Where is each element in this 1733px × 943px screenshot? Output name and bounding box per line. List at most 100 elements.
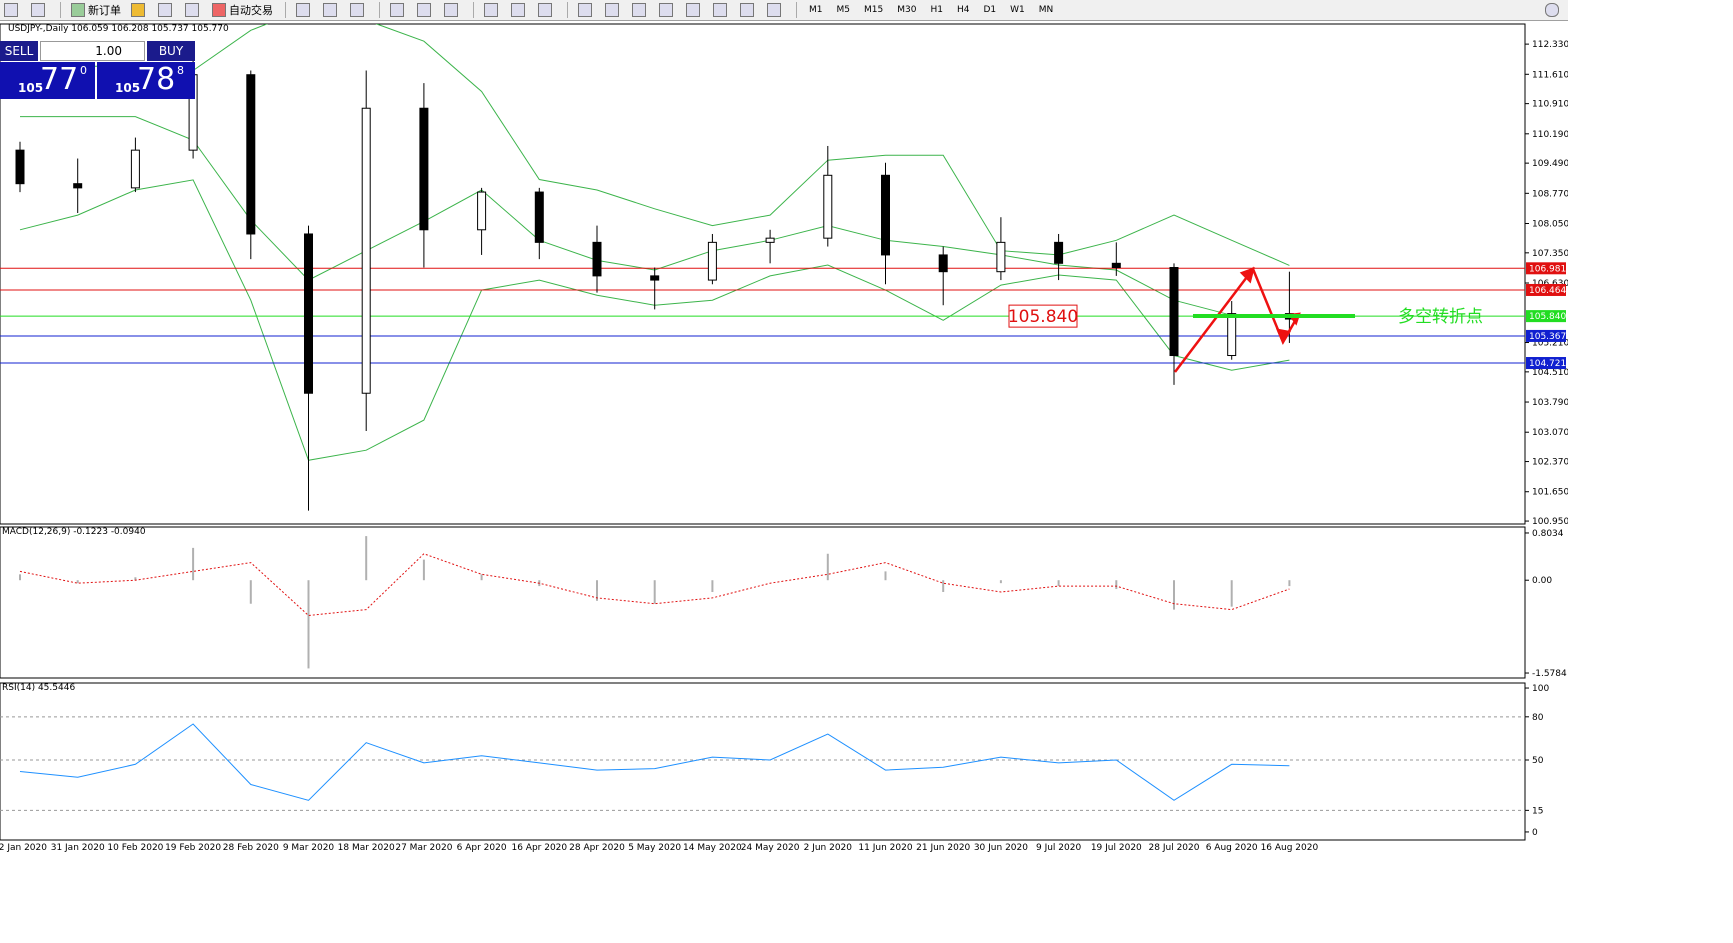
y-tick-label: 103.790: [1532, 398, 1568, 408]
lots-input[interactable]: 1.00: [40, 41, 145, 61]
y-tick-label: 111.610: [1532, 70, 1568, 80]
x-tick-label: 9 Mar 2020: [283, 843, 335, 853]
auto-trading-button[interactable]: 自动交易: [208, 1, 277, 19]
x-tick-label: 24 May 2020: [741, 843, 800, 853]
button[interactable]: [480, 1, 505, 19]
price-pips: 78: [137, 62, 176, 97]
candle-body: [477, 191, 487, 231]
search-button[interactable]: [1541, 1, 1566, 19]
x-tick-label: 31 Jan 2020: [51, 843, 105, 853]
macd-bar: [884, 571, 887, 581]
button[interactable]: [736, 1, 761, 19]
x-tick-label: 11 Jun 2020: [858, 843, 912, 853]
level-callout-label: 105.840: [1008, 307, 1078, 327]
chart-title: USDJPY-,Daily 106.059 106.208 105.737 10…: [8, 24, 229, 34]
macd-bar: [826, 553, 829, 581]
macd-bar: [1057, 580, 1060, 587]
candle-body: [1169, 267, 1179, 357]
button[interactable]: [763, 1, 788, 19]
x-tick-label: 5 May 2020: [628, 843, 681, 853]
button[interactable]: [507, 1, 532, 19]
button[interactable]: [709, 1, 734, 19]
price-big: 105: [115, 81, 141, 95]
candle-body: [304, 233, 313, 394]
button[interactable]: [0, 1, 25, 19]
timeframe-button[interactable]: M30: [897, 5, 917, 15]
y-tick-label: 102.370: [1532, 458, 1568, 468]
button[interactable]: [601, 1, 626, 19]
button[interactable]: [574, 1, 599, 19]
level-tag: [1526, 283, 1566, 296]
button[interactable]: [413, 1, 438, 19]
buy-price[interactable]: 105 78 8: [97, 62, 195, 99]
candle-body: [881, 174, 890, 256]
button[interactable]: [319, 1, 344, 19]
button[interactable]: [386, 1, 411, 19]
y-tick-label: 0.00: [1532, 576, 1552, 586]
sell-price[interactable]: 105 77 0: [0, 62, 95, 99]
macd-bar: [249, 580, 252, 604]
annotation: 多空转折点: [1398, 307, 1483, 327]
y-tick-label: 108.770: [1532, 189, 1568, 199]
button[interactable]: [682, 1, 707, 19]
x-tick-label: 6 Aug 2020: [1206, 843, 1258, 853]
level-tag: [1526, 357, 1566, 370]
macd-bar: [192, 547, 195, 581]
new-order-button[interactable]: 新订单: [67, 1, 125, 19]
x-tick-label: 2 Jun 2020: [804, 843, 853, 853]
candle-body: [938, 254, 948, 273]
button[interactable]: [292, 1, 317, 19]
button[interactable]: [346, 1, 371, 19]
x-tick-label: 28 Jul 2020: [1149, 843, 1200, 853]
timeframe-button[interactable]: MN: [1038, 5, 1054, 15]
price-frac: 0: [80, 64, 87, 77]
timeframe-button[interactable]: D1: [983, 5, 997, 15]
macd-bar: [1230, 580, 1233, 607]
signal-line: [19, 553, 1290, 617]
macd-bar: [1115, 580, 1118, 590]
button[interactable]: [127, 1, 152, 19]
macd-bar: [1288, 580, 1291, 587]
timeframe-button[interactable]: M5: [836, 5, 851, 15]
macd-bar: [307, 580, 310, 669]
candle-body: [419, 107, 429, 231]
candle-body: [996, 241, 1006, 273]
y-tick-label: 110.190: [1532, 130, 1568, 140]
macd-bar: [596, 580, 598, 601]
timeframe-button[interactable]: M1: [809, 5, 823, 15]
timeframe-button[interactable]: M15: [864, 5, 884, 15]
rsi-line: [19, 723, 1290, 801]
y-tick-label: 112.330: [1532, 40, 1568, 50]
button[interactable]: [655, 1, 680, 19]
candle-body: [650, 275, 660, 281]
y-tick-label: 101.650: [1532, 488, 1568, 498]
rsi-title: RSI(14) 45.5446: [2, 683, 75, 693]
x-tick-label: 18 Mar 2020: [338, 843, 395, 853]
buy-button[interactable]: BUY: [147, 41, 195, 61]
x-tick-label: 6 Apr 2020: [457, 843, 507, 853]
sell-button[interactable]: SELL: [0, 41, 38, 61]
chart: 112.330 111.610 110.910 110.190 109.490 108.7…: [0, 23, 1568, 853]
button[interactable]: [181, 1, 206, 19]
candle-body: [1054, 241, 1064, 264]
one-click-trading: SELL 1.00 BUY 105 77 0 105 78 8: [0, 41, 195, 99]
candle-body: [130, 149, 140, 189]
macd-bar: [19, 574, 21, 581]
timeframe-button[interactable]: W1: [1010, 5, 1025, 15]
bollinger-band: [19, 24, 1290, 266]
button[interactable]: [628, 1, 653, 19]
timeframe-button[interactable]: H4: [956, 5, 970, 15]
level-label: 106.464: [1529, 286, 1566, 296]
toolbar: 新订单 自动交易 M1 M5 M15 M30 H1 H4 D1 W1 MN: [0, 0, 1568, 21]
y-tick-label: 100: [1532, 684, 1549, 694]
price-pips: 77: [40, 62, 79, 97]
macd-bar: [711, 580, 714, 592]
timeframe-button[interactable]: H1: [930, 5, 943, 15]
button[interactable]: [440, 1, 465, 19]
button[interactable]: [154, 1, 179, 19]
candle-body: [1227, 313, 1237, 357]
macd-panel: [0, 526, 1526, 679]
y-tick-label: 100.950: [1532, 517, 1568, 527]
button[interactable]: [27, 1, 52, 19]
button[interactable]: [534, 1, 559, 19]
